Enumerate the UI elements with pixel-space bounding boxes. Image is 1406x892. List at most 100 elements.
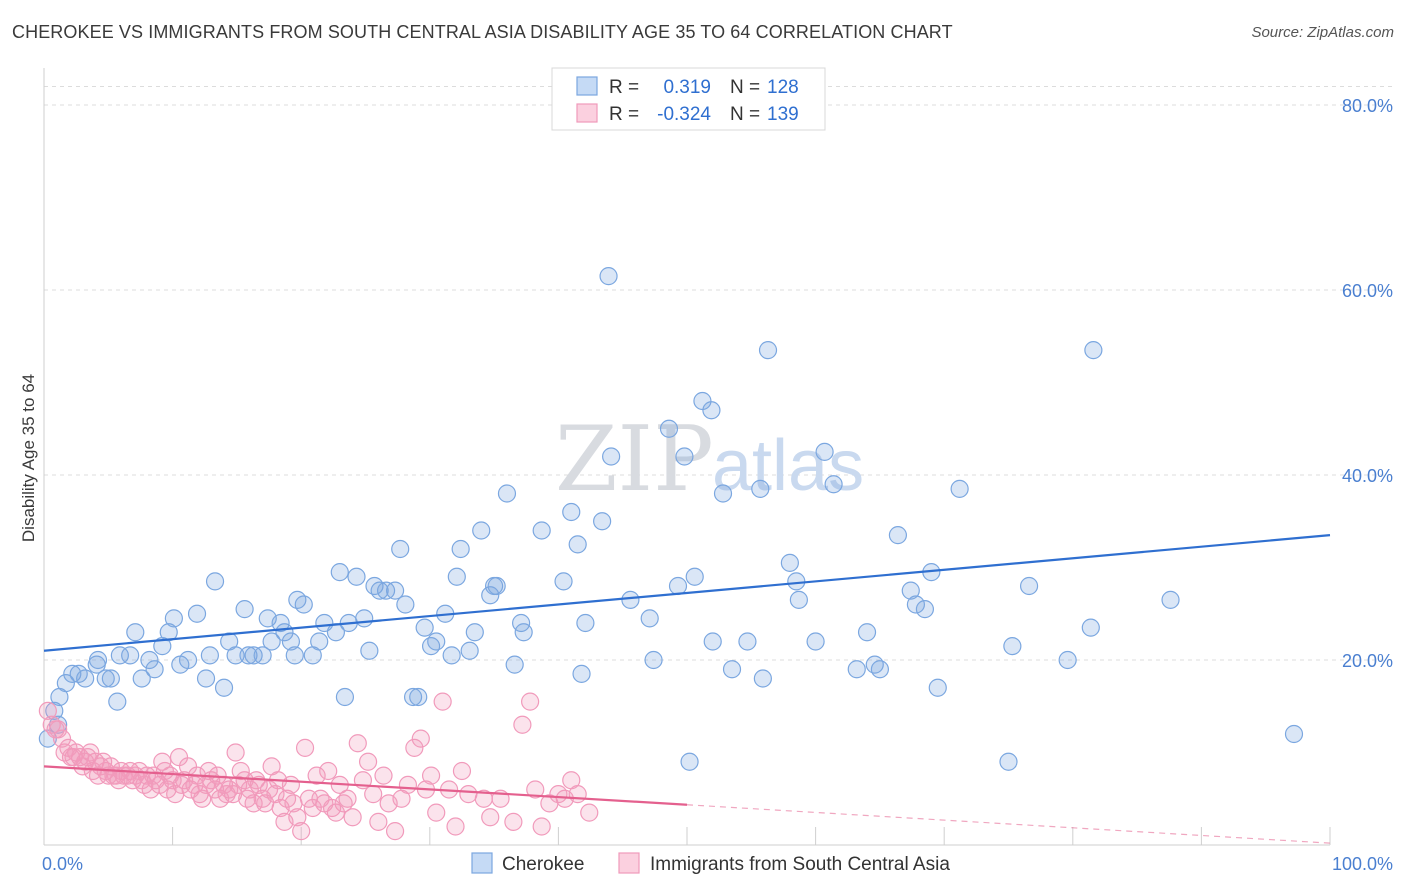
immigrants-point-64 <box>223 785 243 804</box>
cherokee-point-17 <box>140 650 159 670</box>
immigrants-point-126 <box>526 780 545 799</box>
cherokee-trend-line <box>43 534 1331 652</box>
cherokee-point-12 <box>108 692 127 711</box>
stats-legend: R = 0.319 N = 128 R = -0.324 N = 139 <box>551 67 826 131</box>
cherokee-point-73 <box>487 576 506 596</box>
cherokee-point-61 <box>415 618 434 637</box>
cherokee-point-109 <box>824 475 843 494</box>
legend-n-label-1: N = <box>730 104 760 125</box>
cherokee-point-100 <box>738 632 757 651</box>
cherokee-point-125 <box>1081 618 1100 637</box>
immigrants-point-89 <box>303 798 322 818</box>
cherokee-point-10 <box>96 669 115 688</box>
immigrants-point-104 <box>369 812 388 831</box>
cherokee-point-108 <box>815 442 834 461</box>
cherokee-point-86 <box>602 447 621 466</box>
immigrants-point-125 <box>521 692 540 711</box>
cherokee-points <box>38 267 1304 771</box>
immigrants-point-127 <box>532 817 551 836</box>
immigrants-point-85 <box>288 808 307 827</box>
immigrants-point-105 <box>374 766 393 785</box>
cherokee-point-128 <box>1284 724 1304 744</box>
cherokee-point-71 <box>481 586 500 605</box>
cherokee-point-119 <box>928 678 947 697</box>
series-legend-label-immigrants: Immigrants from South Central Asia <box>650 854 950 875</box>
cherokee-point-13 <box>110 646 129 665</box>
immigrants-point-103 <box>364 785 383 804</box>
legend-r-value-1: -0.324 <box>657 104 711 125</box>
cherokee-point-116 <box>906 595 926 614</box>
series-legend-label-cherokee: Cherokee <box>502 854 584 875</box>
cherokee-point-74 <box>497 484 517 503</box>
immigrants-point-3 <box>49 720 68 739</box>
immigrants-point-86 <box>292 822 311 841</box>
cherokee-point-123 <box>1019 576 1039 596</box>
immigrants-point-124 <box>513 715 532 734</box>
cherokee-point-9 <box>88 650 108 670</box>
cherokee-point-85 <box>599 267 618 286</box>
chart-source: Source: ZipAtlas.com <box>1251 24 1394 41</box>
y-tick-label-0: 20.0% <box>1342 651 1393 671</box>
axes <box>43 68 1331 846</box>
immigrants-point-99 <box>343 808 362 827</box>
cherokee-point-48 <box>335 687 355 707</box>
cherokee-point-24 <box>187 604 207 623</box>
legend-n-value-1: 139 <box>767 104 799 125</box>
cherokee-point-97 <box>703 632 722 651</box>
cherokee-point-21 <box>164 609 183 628</box>
cherokee-point-84 <box>593 512 612 531</box>
cherokee-point-7 <box>76 669 95 688</box>
cherokee-point-27 <box>205 572 225 591</box>
cherokee-point-126 <box>1084 341 1103 360</box>
cherokee-point-102 <box>753 669 772 688</box>
immigrants-point-14 <box>81 743 100 762</box>
cherokee-point-103 <box>758 341 778 360</box>
immigrants-point-87 <box>295 738 315 757</box>
cherokee-point-81 <box>568 535 587 554</box>
cherokee-point-14 <box>121 646 140 665</box>
cherokee-point-1 <box>45 701 64 720</box>
cherokee-point-50 <box>347 567 366 586</box>
immigrants-points <box>38 692 599 841</box>
cherokee-point-11 <box>101 669 120 688</box>
cherokee-point-25 <box>196 669 216 688</box>
cherokee-point-82 <box>572 664 591 683</box>
tick-labels: 20.0% 40.0% 60.0% 80.0% 0.0% 100.0% <box>42 96 1393 874</box>
immigrants-point-100 <box>348 734 367 753</box>
cherokee-point-91 <box>668 576 688 596</box>
immigrants-point-110 <box>405 738 424 757</box>
cherokee-point-115 <box>901 581 920 600</box>
cherokee-point-110 <box>847 660 866 679</box>
cherokee-point-120 <box>950 479 969 498</box>
immigrants-point-107 <box>385 822 405 841</box>
cherokee-point-88 <box>640 609 659 628</box>
cherokee-point-93 <box>680 752 699 771</box>
cherokee-point-94 <box>685 567 704 586</box>
cherokee-point-32 <box>239 646 258 665</box>
watermark-atlas-text: atlas <box>712 426 864 506</box>
immigrants-point-121 <box>481 808 500 827</box>
cherokee-point-68 <box>460 641 479 660</box>
cherokee-point-40 <box>285 646 304 665</box>
immigrants-point-78 <box>266 785 285 804</box>
immigrants-point-98 <box>338 789 357 808</box>
legend-n-value-0: 128 <box>767 77 799 98</box>
cherokee-point-66 <box>447 567 466 586</box>
cherokee-point-117 <box>915 600 935 619</box>
x-tick-label-1: 100.0% <box>1332 854 1393 874</box>
y-tick-label-3: 80.0% <box>1342 96 1393 116</box>
legend-swatch-cherokee <box>576 76 598 96</box>
immigrants-trend-extension <box>686 804 1331 844</box>
cherokee-point-54 <box>370 581 389 600</box>
chart-title: CHEROKEE VS IMMIGRANTS FROM SOUTH CENTRA… <box>12 22 953 42</box>
cherokee-point-114 <box>888 526 908 545</box>
cherokee-point-78 <box>532 521 551 540</box>
cherokee-point-111 <box>857 623 877 642</box>
immigrants-point-70 <box>240 780 259 799</box>
cherokee-point-39 <box>281 632 301 651</box>
immigrants-point-4 <box>52 729 72 748</box>
immigrants-point-123 <box>504 812 523 831</box>
immigrants-point-58 <box>205 780 225 799</box>
cherokee-point-44 <box>310 632 329 651</box>
